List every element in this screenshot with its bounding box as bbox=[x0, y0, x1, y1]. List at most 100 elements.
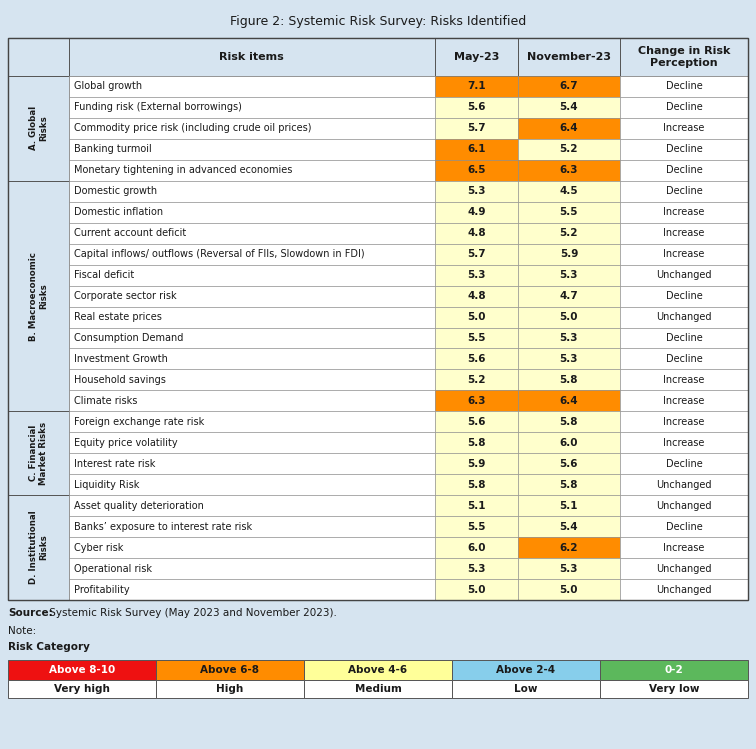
Text: 4.8: 4.8 bbox=[467, 228, 486, 238]
Bar bbox=[518, 348, 620, 369]
Bar bbox=[435, 118, 518, 139]
Text: Increase: Increase bbox=[663, 124, 705, 133]
Bar bbox=[620, 474, 748, 495]
Bar bbox=[435, 306, 518, 327]
Bar bbox=[518, 327, 620, 348]
Text: Unchanged: Unchanged bbox=[656, 479, 711, 490]
Bar bbox=[435, 38, 518, 76]
Bar bbox=[69, 38, 435, 76]
Text: Increase: Increase bbox=[663, 207, 705, 217]
Text: 6.7: 6.7 bbox=[559, 82, 578, 91]
Bar bbox=[69, 516, 435, 537]
Bar bbox=[620, 222, 748, 243]
Bar bbox=[69, 411, 435, 432]
Bar bbox=[156, 660, 304, 680]
Text: Above 6-8: Above 6-8 bbox=[200, 665, 259, 675]
Bar bbox=[435, 411, 518, 432]
Text: 6.4: 6.4 bbox=[559, 124, 578, 133]
Bar bbox=[518, 264, 620, 285]
Text: 5.2: 5.2 bbox=[559, 145, 578, 154]
Text: Operational risk: Operational risk bbox=[73, 563, 152, 574]
Text: Medium: Medium bbox=[355, 684, 401, 694]
Text: 5.3: 5.3 bbox=[467, 187, 485, 196]
Bar bbox=[435, 139, 518, 160]
Bar bbox=[518, 139, 620, 160]
Text: 5.6: 5.6 bbox=[559, 458, 578, 469]
Bar bbox=[69, 558, 435, 579]
Bar bbox=[8, 181, 69, 411]
Bar bbox=[518, 285, 620, 306]
Text: 5.5: 5.5 bbox=[559, 207, 578, 217]
Text: 5.2: 5.2 bbox=[559, 228, 578, 238]
Text: Climate risks: Climate risks bbox=[73, 396, 137, 406]
Text: 5.4: 5.4 bbox=[559, 521, 578, 532]
Bar bbox=[620, 285, 748, 306]
Bar bbox=[518, 474, 620, 495]
Text: 6.0: 6.0 bbox=[467, 542, 485, 553]
Bar bbox=[435, 453, 518, 474]
Bar bbox=[8, 680, 156, 698]
Text: Decline: Decline bbox=[665, 458, 702, 469]
Text: 4.7: 4.7 bbox=[559, 291, 578, 301]
Bar bbox=[620, 264, 748, 285]
Text: 5.2: 5.2 bbox=[467, 375, 485, 385]
Text: Figure 2: Systemic Risk Survey: Risks Identified: Figure 2: Systemic Risk Survey: Risks Id… bbox=[230, 14, 526, 28]
Bar bbox=[69, 139, 435, 160]
Bar bbox=[8, 38, 748, 600]
Text: Global growth: Global growth bbox=[73, 82, 142, 91]
Text: 5.6: 5.6 bbox=[467, 417, 485, 427]
Bar bbox=[435, 390, 518, 411]
Text: 5.1: 5.1 bbox=[559, 500, 578, 511]
Text: Corporate sector risk: Corporate sector risk bbox=[73, 291, 176, 301]
Bar bbox=[620, 118, 748, 139]
Bar bbox=[620, 558, 748, 579]
Bar bbox=[620, 306, 748, 327]
Bar bbox=[620, 369, 748, 390]
Bar bbox=[435, 181, 518, 201]
Bar bbox=[620, 160, 748, 181]
Text: Household savings: Household savings bbox=[73, 375, 166, 385]
Bar bbox=[518, 76, 620, 97]
Bar bbox=[620, 411, 748, 432]
Bar bbox=[518, 306, 620, 327]
Text: 6.0: 6.0 bbox=[559, 438, 578, 448]
Text: 5.5: 5.5 bbox=[467, 521, 485, 532]
Text: 4.9: 4.9 bbox=[467, 207, 485, 217]
Bar bbox=[518, 181, 620, 201]
Text: 5.8: 5.8 bbox=[559, 417, 578, 427]
Text: Liquidity Risk: Liquidity Risk bbox=[73, 479, 139, 490]
Text: Decline: Decline bbox=[665, 333, 702, 343]
Text: Decline: Decline bbox=[665, 521, 702, 532]
Bar bbox=[69, 537, 435, 558]
Bar bbox=[518, 453, 620, 474]
Text: Current account deficit: Current account deficit bbox=[73, 228, 186, 238]
Bar bbox=[518, 369, 620, 390]
Bar bbox=[600, 660, 748, 680]
Bar bbox=[69, 264, 435, 285]
Text: Decline: Decline bbox=[665, 354, 702, 364]
Text: Commodity price risk (including crude oil prices): Commodity price risk (including crude oi… bbox=[73, 124, 311, 133]
Bar bbox=[620, 201, 748, 222]
Text: Asset quality deterioration: Asset quality deterioration bbox=[73, 500, 203, 511]
Bar bbox=[452, 680, 600, 698]
Bar bbox=[518, 243, 620, 264]
Bar bbox=[69, 97, 435, 118]
Bar bbox=[600, 680, 748, 698]
Bar bbox=[304, 680, 452, 698]
Text: Decline: Decline bbox=[665, 187, 702, 196]
Text: Above 2-4: Above 2-4 bbox=[497, 665, 556, 675]
Text: D. Institutional
Risks: D. Institutional Risks bbox=[29, 511, 48, 584]
Text: 5.0: 5.0 bbox=[467, 312, 485, 322]
Bar bbox=[435, 201, 518, 222]
Bar bbox=[435, 516, 518, 537]
Bar bbox=[69, 160, 435, 181]
Text: Increase: Increase bbox=[663, 249, 705, 259]
Text: Domestic growth: Domestic growth bbox=[73, 187, 156, 196]
Bar bbox=[435, 327, 518, 348]
Text: 5.7: 5.7 bbox=[467, 249, 486, 259]
Text: 5.6: 5.6 bbox=[467, 103, 485, 112]
Bar bbox=[69, 76, 435, 97]
Bar bbox=[435, 579, 518, 600]
Text: 5.4: 5.4 bbox=[559, 103, 578, 112]
Bar bbox=[620, 432, 748, 453]
